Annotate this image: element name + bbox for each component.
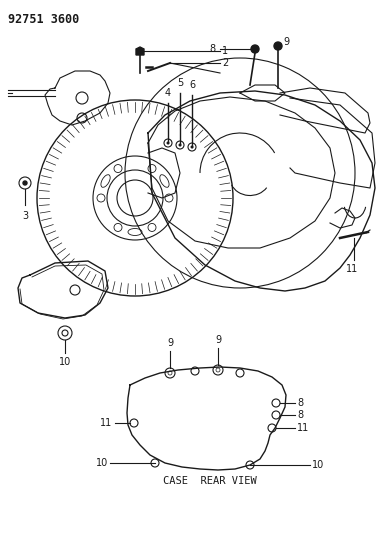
Text: 11: 11 [100, 418, 112, 428]
Text: 92751 3600: 92751 3600 [8, 13, 79, 26]
Text: 3: 3 [22, 211, 28, 221]
Text: 10: 10 [59, 357, 71, 367]
Circle shape [23, 181, 27, 185]
Text: 10: 10 [96, 458, 108, 468]
Text: 1: 1 [222, 46, 228, 56]
Text: 2: 2 [222, 58, 228, 68]
Text: 9: 9 [215, 335, 221, 345]
Text: 8: 8 [297, 398, 303, 408]
Text: CASE  REAR VIEW: CASE REAR VIEW [163, 476, 257, 486]
Text: 6: 6 [189, 80, 195, 90]
Text: 9: 9 [167, 338, 173, 348]
Text: 10: 10 [312, 460, 324, 470]
Polygon shape [136, 47, 144, 55]
Circle shape [178, 143, 182, 147]
Text: 9: 9 [283, 37, 289, 47]
Text: 8: 8 [297, 410, 303, 420]
Text: 11: 11 [297, 423, 309, 433]
Circle shape [251, 45, 259, 53]
Circle shape [190, 146, 193, 149]
Text: 11: 11 [346, 264, 358, 274]
Circle shape [167, 141, 170, 144]
Text: 5: 5 [177, 78, 183, 88]
Text: 4: 4 [165, 88, 171, 98]
Text: 8: 8 [210, 44, 216, 54]
Circle shape [274, 42, 282, 50]
